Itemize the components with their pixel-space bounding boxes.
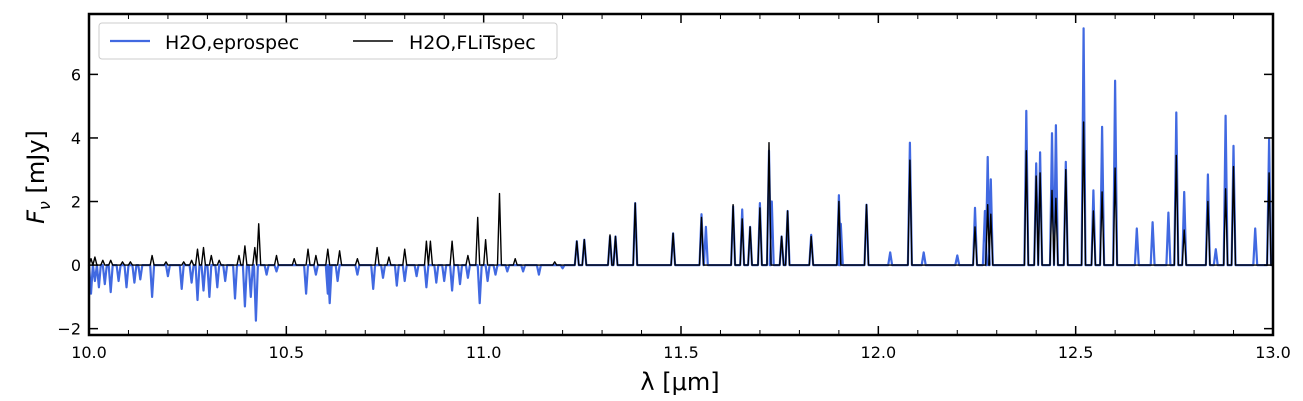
- x-tick-label: 10.0: [71, 343, 107, 362]
- y-tick-label: 4: [71, 129, 81, 148]
- y-tick-label: 6: [71, 65, 81, 84]
- plot-frame: [87, 12, 1275, 337]
- x-tick-label: 11.5: [663, 343, 699, 362]
- y-tick-label: −2: [57, 320, 81, 339]
- legend: H2O,eprospec H2O,FLiTspec: [98, 22, 558, 60]
- x-axis-label: λ [μm]: [640, 368, 719, 396]
- legend-box: [98, 22, 558, 60]
- y-axis-label: Fν [mJy]: [22, 130, 54, 224]
- y-tick-label: 2: [71, 193, 81, 212]
- spectra-lines: [87, 27, 1273, 322]
- series-line: [88, 121, 1273, 266]
- series-0: [87, 27, 1273, 322]
- y-tick-label: 0: [71, 256, 81, 275]
- x-tick-label: 10.5: [269, 343, 305, 362]
- legend-label-flitspec: H2O,FLiTspec: [409, 32, 536, 54]
- axis-ticks: 10.0 10.5 11.0 11.5 12.0 12.5 13.0 −2 0 2 4 6: [57, 14, 1291, 362]
- legend-label-eprospec: H2O,eprospec: [165, 32, 299, 54]
- x-tick-label: 13.0: [1255, 343, 1291, 362]
- x-tick-label: 11.0: [466, 343, 502, 362]
- series-1: [88, 121, 1273, 266]
- x-tick-label: 12.5: [1058, 343, 1094, 362]
- x-tick-label: 12.0: [861, 343, 897, 362]
- axes-frame: [87, 12, 1275, 337]
- series-line: [87, 27, 1273, 322]
